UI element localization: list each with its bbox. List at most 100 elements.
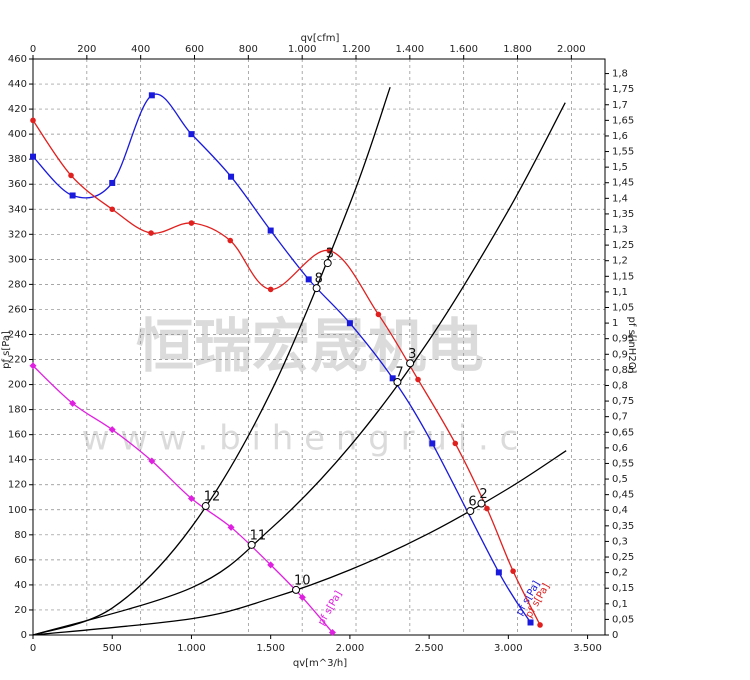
y2-tick-label: 0,6: [612, 443, 628, 454]
series-line: [32, 450, 567, 636]
y-tick-label: 200: [8, 380, 27, 391]
watermark: 恒瑞宏晟机电: [136, 312, 484, 380]
y-tick-label: 20: [14, 605, 27, 616]
y2-tick-label: 1,75: [612, 84, 634, 95]
y-tick-label: 320: [8, 229, 27, 240]
marker: [510, 568, 516, 574]
marker: [484, 505, 490, 512]
y2-tick-label: 1,05: [612, 302, 634, 313]
point-label: 11: [250, 528, 267, 543]
marker: [305, 276, 312, 283]
y-tick-label: 60: [14, 555, 27, 566]
x-tick-label: 1.000: [177, 643, 206, 654]
plot-frame: [32, 58, 606, 636]
x-tick-label: 1.500: [256, 643, 285, 654]
marker: [415, 376, 421, 383]
operating-point: [312, 284, 321, 293]
marker: [29, 362, 37, 370]
y2-tick-label: 0,65: [612, 427, 634, 438]
y2-tick-label: 0,8: [612, 380, 628, 391]
y2-tick-label: 0,95: [612, 334, 634, 345]
y-tick-label: 40: [14, 580, 27, 591]
point-label: 3: [408, 347, 416, 362]
y2-tick-label: 1,55: [612, 147, 634, 158]
marker: [30, 153, 36, 160]
y2-tick-label: 0,3: [612, 536, 628, 547]
marker: [227, 523, 235, 531]
marker: [148, 230, 154, 236]
point-label: 2: [479, 487, 487, 502]
marker: [346, 320, 353, 327]
y2-tick-label: 1: [612, 318, 618, 329]
y2-tick-label: 1,15: [612, 271, 634, 282]
x2-tick-label: 2.000: [557, 44, 586, 55]
marker: [375, 311, 382, 318]
marker: [537, 622, 543, 628]
y2-tick-label: 0,1: [612, 599, 628, 610]
marker: [109, 206, 116, 213]
y-tick-label: 360: [8, 179, 27, 190]
x-tick-label: 500: [103, 643, 122, 654]
y-tick-label: 160: [8, 430, 27, 441]
marker: [267, 561, 275, 569]
x2-tick-label: 600: [185, 44, 204, 55]
marker: [429, 440, 436, 447]
point-label: 12: [204, 490, 221, 505]
marker: [108, 426, 116, 434]
y2-tick-label: 0,75: [612, 396, 634, 407]
operating-point: [201, 502, 210, 511]
marker: [69, 192, 76, 199]
marker: [30, 117, 36, 124]
x2-tick-label: 1.200: [342, 44, 371, 55]
y2-tick-label: 0,5: [612, 474, 628, 485]
y-tick-label: 300: [8, 254, 27, 265]
marker: [187, 495, 195, 503]
marker: [495, 569, 502, 576]
operating-point: [406, 359, 415, 368]
y2-tick-label: 1,2: [612, 256, 628, 267]
y-tick-label: 220: [8, 355, 27, 366]
x2-tick-label: 200: [77, 44, 96, 55]
series-label: pf s[Pa]: [316, 589, 344, 627]
y2-tick-label: 0: [612, 630, 618, 641]
x-tick-label: 3.500: [573, 643, 602, 654]
y-tick-label: 140: [8, 455, 27, 466]
y2-axis-title: pf s[inH2O]: [626, 317, 637, 374]
point-label: 6: [468, 495, 476, 510]
y-tick-label: 400: [8, 129, 27, 140]
marker: [267, 227, 274, 234]
y2-tick-label: 1,65: [612, 115, 634, 126]
marker: [298, 593, 306, 601]
y2-tick-label: 1,3: [612, 225, 628, 236]
x-tick-label: 0: [30, 643, 36, 654]
y2-tick-label: 0,4: [612, 505, 628, 516]
y2-tick-label: 0,85: [612, 365, 634, 376]
operating-point: [323, 259, 332, 268]
y-tick-label: 340: [8, 204, 27, 215]
y2-tick-label: 0,7: [612, 412, 628, 423]
y-tick-label: 380: [8, 154, 27, 165]
y-tick-label: 420: [8, 104, 27, 115]
point-label: 10: [294, 573, 311, 588]
y2-tick-label: 0,9: [612, 349, 628, 360]
y-tick-label: 460: [8, 54, 27, 65]
y-tick-label: 260: [8, 304, 27, 315]
y2-tick-label: 1,6: [612, 131, 628, 142]
marker: [188, 131, 195, 138]
y-tick-label: 80: [14, 530, 27, 541]
marker: [389, 375, 396, 382]
x2-tick-label: 1.800: [503, 44, 532, 55]
x-axis-title: qv[m^3/h]: [293, 658, 347, 669]
y-tick-label: 240: [8, 329, 27, 340]
marker: [69, 399, 77, 407]
x2-axis-title: qv[cfm]: [301, 33, 340, 44]
y2-tick-label: 0,35: [612, 521, 634, 532]
marker: [109, 179, 116, 186]
point-label: 7: [395, 366, 403, 381]
marker: [452, 440, 459, 447]
y-tick-label: 120: [8, 480, 27, 491]
x-tick-label: 3.000: [494, 643, 523, 654]
y2-tick-label: 0,55: [612, 458, 634, 469]
y-tick-label: 440: [8, 79, 27, 90]
marker: [228, 173, 235, 180]
